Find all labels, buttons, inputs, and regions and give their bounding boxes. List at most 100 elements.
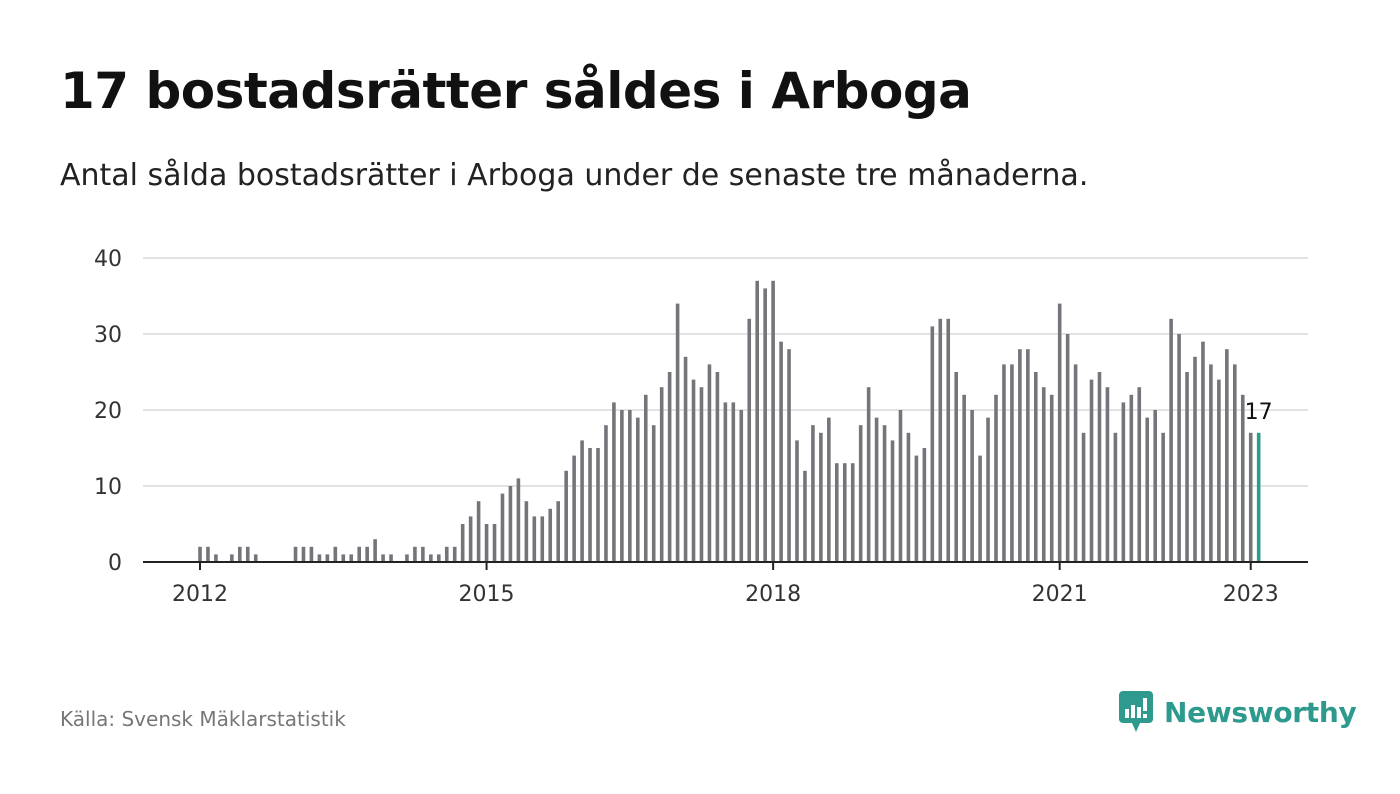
bar <box>779 341 783 562</box>
bar <box>1002 364 1006 562</box>
bar <box>723 402 728 562</box>
bar <box>835 463 839 562</box>
x-tick-label: 2018 <box>745 582 801 607</box>
bar <box>970 410 974 562</box>
bar <box>1161 432 1165 562</box>
bar <box>1041 387 1046 562</box>
bar <box>1248 432 1253 562</box>
bar <box>1065 334 1070 562</box>
y-tick-label: 0 <box>108 551 122 576</box>
bar <box>230 554 234 562</box>
bars <box>198 280 1261 562</box>
bar <box>405 554 409 562</box>
bar <box>492 524 497 562</box>
bar <box>707 364 712 562</box>
bar <box>787 349 791 562</box>
chart-subtitle: Antal sålda bostadsrätter i Arboga under… <box>60 158 1089 193</box>
bar <box>1121 402 1126 562</box>
bar <box>1177 334 1181 562</box>
bar <box>819 432 823 562</box>
bar <box>755 280 759 562</box>
bar <box>245 546 250 562</box>
bar <box>556 501 560 562</box>
bar <box>747 318 752 562</box>
bar <box>683 356 688 562</box>
bar <box>1129 394 1134 562</box>
bar <box>715 372 720 562</box>
y-tick-label: 30 <box>94 323 122 348</box>
brand-logo: Newsworthy <box>1118 690 1357 734</box>
bar <box>253 554 258 562</box>
bar <box>874 417 879 562</box>
bar <box>1153 410 1157 562</box>
bar <box>341 554 346 562</box>
bar <box>532 516 537 562</box>
y-tick-label: 20 <box>94 399 122 424</box>
bar <box>1034 372 1038 562</box>
bar <box>978 455 982 562</box>
bar <box>357 546 361 562</box>
x-tick-label: 2021 <box>1032 582 1088 607</box>
bar <box>508 486 513 562</box>
bar <box>325 554 330 562</box>
bar <box>612 402 616 562</box>
bar <box>317 554 322 562</box>
bar <box>811 425 815 562</box>
chart-title: 17 bostadsrätter såldes i Arboga <box>60 62 972 120</box>
bar <box>763 288 767 562</box>
bar <box>699 387 704 562</box>
bar <box>421 546 425 562</box>
x-tick-label: 2012 <box>172 582 228 607</box>
bar <box>437 554 441 562</box>
bar <box>588 448 592 562</box>
y-tick-label: 40 <box>94 247 122 272</box>
source-note: Källa: Svensk Mäklarstatistik <box>60 707 346 731</box>
bar <box>484 524 489 562</box>
bar <box>1097 372 1102 562</box>
y-tick-label: 10 <box>94 475 122 500</box>
bar <box>1201 341 1205 562</box>
bar <box>643 394 648 562</box>
bar <box>930 326 935 562</box>
bar <box>572 455 576 562</box>
bar <box>301 546 306 562</box>
bar <box>994 394 998 562</box>
bar <box>429 554 433 562</box>
bar <box>850 463 855 562</box>
bar <box>413 546 417 562</box>
bar <box>460 524 465 562</box>
bar <box>771 280 775 562</box>
bar <box>866 387 871 562</box>
bar <box>667 372 672 562</box>
bar <box>1057 303 1062 562</box>
bar <box>516 478 521 562</box>
bar <box>858 425 863 562</box>
bar <box>898 410 903 562</box>
labels: 0 10 20 30 40 2012 2015 2018 2021 2023 17 <box>94 247 1279 607</box>
bar <box>938 318 943 562</box>
bar <box>922 448 927 562</box>
bar <box>1010 364 1014 562</box>
bar <box>1018 349 1022 562</box>
bar <box>293 546 298 562</box>
bar <box>890 440 895 562</box>
bar <box>620 410 624 562</box>
bar <box>795 440 799 562</box>
bar <box>1169 318 1173 562</box>
bar <box>628 410 632 562</box>
bar <box>636 417 640 562</box>
bar <box>1240 394 1245 562</box>
bar <box>381 554 385 562</box>
bar <box>842 463 847 562</box>
bar <box>954 372 958 562</box>
bar <box>1089 379 1094 562</box>
bar <box>1113 432 1118 562</box>
bar <box>1049 394 1054 562</box>
bar <box>500 493 505 562</box>
bar <box>238 546 242 562</box>
bar <box>524 501 529 562</box>
x-tick-label: 2023 <box>1223 582 1279 607</box>
bar-chart-speech-bubble-icon <box>1119 691 1153 732</box>
bar <box>739 410 744 562</box>
bar <box>548 508 553 562</box>
